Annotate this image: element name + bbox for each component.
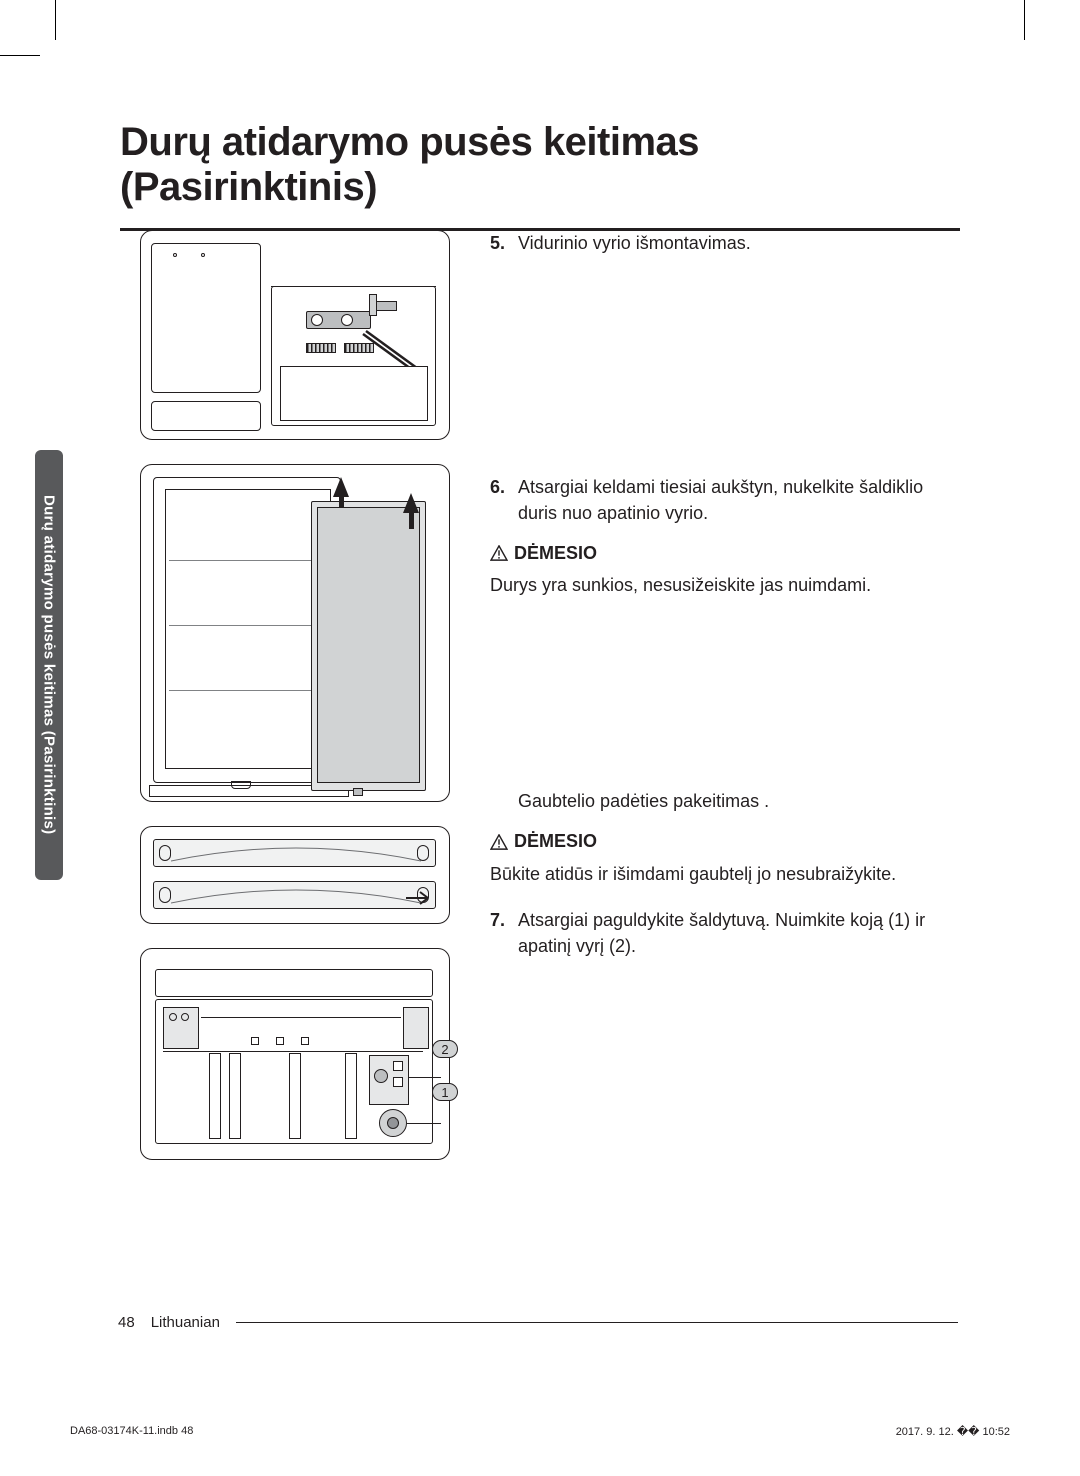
page-number: 48 — [118, 1314, 135, 1331]
print-file: DA68-03174K-11.indb 48 — [70, 1425, 193, 1438]
warning-icon — [490, 834, 508, 850]
caution-label-text: DĖMESIO — [514, 828, 597, 854]
step-6-text: Atsargiai keldami tiesiai aukštyn, nukel… — [518, 474, 940, 526]
print-info: DA68-03174K-11.indb 48 2017. 9. 12. �� 1… — [70, 1425, 1010, 1438]
step-5: 5. Vidurinio vyrio išmontavimas. — [490, 230, 940, 440]
figure-step-7 — [140, 948, 450, 1160]
language-label: Lithuanian — [151, 1314, 220, 1331]
warning-icon — [490, 545, 508, 561]
step-6: 6. Atsargiai keldami tiesiai aukštyn, nu… — [490, 474, 940, 526]
callout-1: 1 — [432, 1083, 458, 1101]
step-5-text: Vidurinio vyrio išmontavimas. — [518, 230, 940, 440]
step-7-number: 7. — [490, 907, 518, 959]
footer-rule — [236, 1322, 958, 1323]
caution-6-body: Durys yra sunkios, nesusižeiskite jas nu… — [490, 572, 940, 598]
step-7: 7. Atsargiai paguldykite šaldytuvą. Nuim… — [490, 907, 940, 959]
caution-label-cover: DĖMESIO — [490, 828, 940, 854]
step-6-number: 6. — [490, 474, 518, 526]
print-date: 2017. 9. 12. �� 10:52 — [896, 1425, 1010, 1438]
figure-step-5 — [140, 230, 450, 440]
cover-note: Gaubtelio padėties pakeitimas . — [490, 788, 940, 814]
callout-2: 2 — [432, 1040, 458, 1058]
page-title: Durų atidarymo pusės keitimas (Pasirinkt… — [120, 120, 960, 231]
caution-label-text: DĖMESIO — [514, 540, 597, 566]
text-column: 5. Vidurinio vyrio išmontavimas. 6. Atsa… — [490, 230, 940, 969]
caution-cover-body: Būkite atidūs ir išimdami gaubtelį jo ne… — [490, 861, 940, 887]
chapter-tab: Durų atidarymo pusės keitimas (Pasirinkt… — [35, 450, 63, 880]
figure-step-6 — [140, 464, 450, 802]
step-5-number: 5. — [490, 230, 518, 440]
figures-column — [140, 230, 450, 1184]
crop-marks — [0, 0, 1080, 60]
cover-note-text: Gaubtelio padėties pakeitimas . — [518, 788, 940, 814]
caution-label-6: DĖMESIO — [490, 540, 940, 566]
page-footer: 48 Lithuanian — [118, 1314, 958, 1331]
chapter-tab-label: Durų atidarymo pusės keitimas (Pasirinkt… — [41, 495, 58, 834]
step-7-text: Atsargiai paguldykite šaldytuvą. Nuimkit… — [518, 907, 940, 959]
figure-cover-strip — [140, 826, 450, 924]
